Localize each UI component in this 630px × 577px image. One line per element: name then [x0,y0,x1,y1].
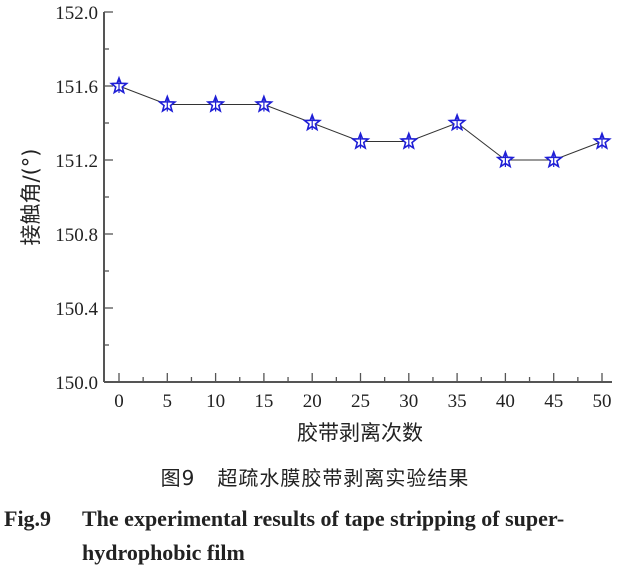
series-line [118,85,603,161]
y-tick-label: 150.4 [55,299,98,320]
figure-caption-cn: 图9 超疏水膜胶带剥离实验结果 [0,462,630,491]
figure-number-en: Fig.9 [4,506,52,531]
x-tick-label: 35 [448,391,467,412]
y-tick-label: 150.8 [55,225,98,246]
data-series [109,75,612,169]
y-tick-label: 151.6 [55,77,98,98]
x-tick-label: 0 [114,391,124,412]
y-tick-label: 151.2 [55,151,98,172]
x-tick-label: 15 [254,391,273,412]
y-tick-label: 152.0 [55,3,98,24]
x-tick-label: 10 [206,391,225,412]
y-tick-label: 150.0 [55,373,98,394]
y-axis-label: 接触角/(°) [19,149,43,246]
x-axis-label: 胶带剥离次数 [297,421,423,445]
x-tick-label: 5 [163,391,173,412]
x-tick-label: 30 [399,391,418,412]
x-tick-label: 45 [544,391,563,412]
x-tick-label: 40 [496,391,515,412]
x-tick-label: 20 [303,391,322,412]
x-tick-label: 25 [351,391,370,412]
line-chart: 150.0 150.4 150.8 151.2 151.6 152.0 0 5 10 15 20 25… [19,3,612,445]
figure-caption-en: Fig.9 The experimental results of tape st… [4,502,624,570]
axes: 150.0 150.4 150.8 151.2 151.6 152.0 0 5 10 15 20 25… [55,3,612,412]
caption-text-en-line1: The experimental results of tape strippi… [82,506,565,531]
caption-text-en-line2: hydrophobic film [82,540,245,565]
x-tick-label: 50 [593,391,612,412]
caption-text-cn: 超疏水膜胶带剥离实验结果 [217,466,470,490]
figure-number-cn: 图9 [160,466,196,490]
